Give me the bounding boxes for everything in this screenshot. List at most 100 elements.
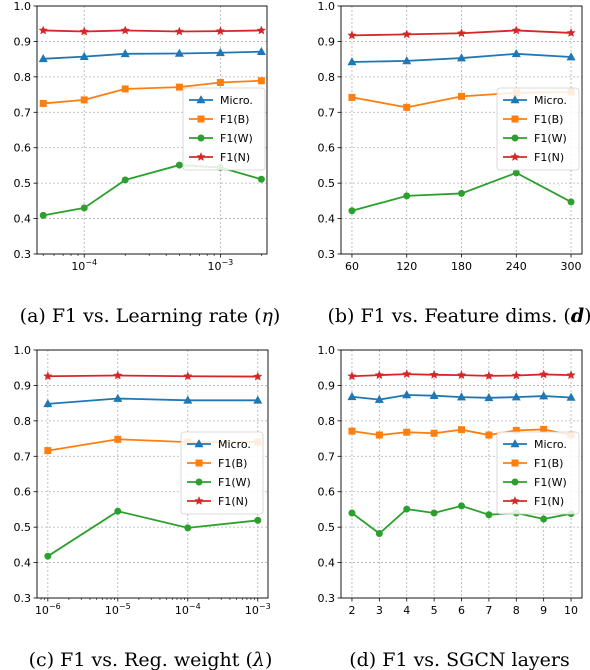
legend-label: F1(B) [534, 113, 563, 126]
data-point [257, 77, 265, 85]
data-point [566, 392, 576, 401]
legend: Micro. F1(B) F1(W) F1(N) [180, 431, 264, 515]
data-point [80, 96, 88, 104]
series-f1n [38, 25, 267, 36]
legend-label: F1(N) [534, 495, 564, 508]
series-f1b [39, 77, 265, 107]
y-tick-label: 0.4 [318, 557, 336, 570]
y-tick-label: 1.0 [318, 344, 336, 357]
data-point [175, 83, 183, 91]
legend: Micro. F1(B) F1(W) F1(N) [496, 431, 580, 515]
series-line [47, 397, 258, 405]
legend-marker [510, 496, 520, 506]
data-point [347, 30, 357, 40]
x-tick-label: 8 [513, 604, 520, 617]
series-line [43, 164, 262, 217]
data-point [80, 204, 88, 212]
x-tick-label: 10−3 [245, 602, 271, 617]
x-tick-label: 10−5 [105, 602, 131, 617]
series-micro [347, 390, 576, 403]
data-point [511, 392, 521, 401]
legend-marker [194, 496, 204, 506]
legend-label: F1(W) [218, 476, 251, 489]
data-point [456, 28, 467, 38]
legend-label: Micro. [220, 94, 253, 107]
data-point [403, 192, 411, 200]
legend-label: F1(N) [534, 151, 564, 164]
legend-box [496, 431, 580, 515]
y-tick-label: 0.7 [14, 450, 32, 463]
y-tick-label: 0.6 [318, 486, 336, 499]
series-line [47, 510, 258, 557]
subfigure-caption: (a) F1 vs. Learning rate (η) [20, 305, 281, 327]
series-micro [38, 46, 266, 63]
x-tick-label: 240 [506, 260, 527, 273]
legend-box [496, 87, 580, 171]
data-point [175, 161, 183, 169]
legend-label: F1(B) [218, 457, 247, 470]
data-point [456, 53, 467, 62]
legend-marker [511, 134, 519, 142]
x-tick-label: 10−3 [207, 258, 233, 273]
legend-marker [510, 95, 520, 104]
y-tick-label: 0.6 [14, 142, 32, 155]
y-tick-label: 1.0 [14, 344, 32, 357]
subfigure-caption: (c) F1 vs. Reg. weight (λ) [29, 649, 273, 670]
legend-label: Micro. [218, 438, 251, 451]
x-tick-label: 10−6 [35, 602, 61, 617]
legend-label: F1(N) [218, 495, 248, 508]
y-tick-label: 0.7 [14, 106, 32, 119]
x-tick-label: 2 [348, 604, 355, 617]
series-line [43, 79, 262, 105]
y-tick-label: 0.3 [14, 592, 32, 605]
data-point [43, 399, 53, 408]
y-tick-label: 0.4 [14, 213, 32, 226]
data-point [512, 169, 520, 177]
y-tick-label: 0.7 [318, 106, 336, 119]
x-tick-label: 10−4 [71, 258, 97, 273]
data-point [374, 394, 384, 403]
legend-marker [511, 478, 519, 486]
data-point [44, 552, 52, 560]
data-point [215, 26, 226, 36]
data-point [539, 391, 549, 400]
data-point [484, 393, 494, 402]
data-point [113, 370, 123, 380]
data-point [348, 207, 356, 215]
data-point [457, 502, 465, 510]
data-point [511, 370, 521, 380]
legend-marker [194, 439, 204, 448]
legend-marker [511, 459, 519, 467]
data-point [174, 48, 184, 57]
y-tick-label: 0.9 [14, 35, 32, 48]
y-tick-label: 0.5 [14, 521, 32, 534]
data-point [121, 85, 129, 93]
data-point [120, 25, 130, 35]
y-tick-label: 0.8 [14, 71, 32, 84]
legend-marker [196, 152, 206, 162]
legend-label: Micro. [534, 438, 567, 451]
data-point [114, 507, 122, 515]
data-point [402, 369, 412, 379]
data-point [402, 29, 412, 39]
data-point [430, 509, 438, 517]
x-tick-label: 6 [458, 604, 465, 617]
data-point [457, 189, 465, 197]
x-tick-label: 9 [540, 604, 547, 617]
legend-marker [196, 95, 206, 104]
legend-label: F1(W) [220, 132, 253, 145]
data-point [538, 369, 549, 379]
data-point [256, 46, 266, 56]
data-point [347, 57, 357, 66]
legend-label: F1(W) [534, 476, 567, 489]
data-point [430, 429, 438, 437]
data-point [120, 49, 130, 58]
data-point [485, 511, 493, 519]
x-tick-label: 7 [485, 604, 492, 617]
data-point [347, 391, 357, 401]
y-tick-label: 0.5 [14, 177, 32, 190]
data-point [457, 92, 465, 100]
subfigure-caption: (d) F1 vs. SGCN layers [349, 649, 570, 670]
data-point [184, 524, 192, 532]
